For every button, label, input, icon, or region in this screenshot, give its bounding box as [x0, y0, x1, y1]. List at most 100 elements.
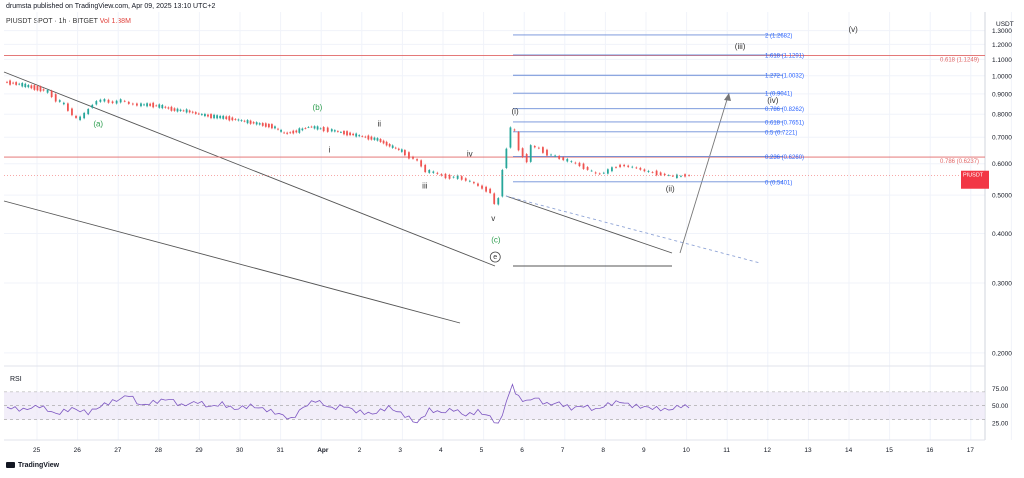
candle-body	[667, 175, 670, 177]
candle-body	[537, 147, 540, 149]
candle-body	[647, 170, 650, 172]
candle-body	[298, 128, 301, 133]
candle-body	[185, 109, 188, 113]
candle-body	[21, 83, 24, 87]
candle-body	[513, 129, 516, 131]
candle-body	[509, 127, 512, 148]
candle-body	[249, 120, 252, 124]
candle-body	[292, 130, 295, 134]
candle-body	[164, 106, 167, 108]
candle-body	[83, 112, 86, 119]
candle-body	[149, 103, 152, 106]
candle-body	[161, 104, 164, 109]
candle-body	[364, 136, 367, 138]
candle-body	[115, 100, 118, 104]
time-tick-label: 4	[439, 447, 443, 454]
candle-body	[349, 132, 351, 136]
candle-body	[222, 115, 225, 119]
wave-label: e	[493, 254, 497, 261]
rsi-band	[4, 391, 985, 420]
candle-body	[432, 171, 435, 173]
tradingview-mark-icon	[6, 462, 15, 469]
candle-body	[493, 193, 496, 204]
candle-body	[46, 89, 49, 93]
candle-body	[558, 155, 561, 159]
candle-body	[152, 102, 155, 108]
wave-label: (i)	[512, 107, 519, 116]
time-tick-label: 29	[195, 447, 203, 454]
candle-body	[243, 120, 246, 122]
wave-label: (a)	[93, 119, 103, 128]
candle-body	[127, 101, 130, 104]
wave-ii-resistance-line	[505, 195, 673, 254]
fib-level-label: 0.5 (0.7221)	[765, 130, 797, 136]
rsi-line	[6, 383, 690, 424]
symbol-name: PIUSDT SPOT · 1h · BITGET	[6, 18, 98, 25]
fib-level-label: 0.786 (0.8262)	[765, 107, 804, 113]
candle-body	[574, 162, 577, 164]
candle-body	[237, 119, 240, 121]
candle-body	[385, 141, 388, 146]
candle-body	[155, 105, 158, 107]
rsi-tick-label: 50.00	[992, 403, 1009, 410]
candle-body	[67, 103, 69, 111]
candle-body	[473, 182, 475, 184]
candle-body	[379, 138, 382, 142]
candle-body	[680, 175, 682, 177]
candle-body	[663, 173, 666, 176]
candle-body	[39, 86, 42, 92]
candle-body	[688, 175, 690, 177]
red-level-label: 0.618 (1.1249)	[940, 58, 979, 64]
price-tick-label: 0.2000	[992, 350, 1012, 357]
price-tick-label: 0.7000	[992, 135, 1012, 142]
candle-body	[295, 130, 298, 133]
time-tick-label: 28	[155, 447, 163, 454]
candle-body	[204, 113, 206, 117]
candle-body	[62, 102, 65, 105]
tradingview-logo[interactable]: TradingView	[6, 462, 59, 469]
projection-arrow-head	[724, 93, 731, 101]
candle-body	[358, 135, 361, 137]
time-tick-label: Apr	[317, 447, 329, 454]
candle-body	[12, 82, 14, 84]
time-tick-label: 3	[398, 447, 402, 454]
wave-label: ii	[378, 119, 382, 128]
candle-body	[590, 170, 593, 172]
candle-body	[304, 128, 307, 129]
last-price-countdown: 49:12	[992, 182, 1008, 188]
candle-body	[107, 99, 110, 103]
candle-body	[611, 167, 613, 172]
wave-label: (c)	[491, 235, 501, 244]
wave-label: (ii)	[666, 185, 675, 194]
candle-body	[131, 103, 134, 105]
candle-body	[408, 152, 410, 159]
candle-body	[182, 110, 185, 112]
candle-body	[264, 123, 267, 127]
candle-body	[271, 124, 273, 129]
candle-body	[191, 111, 194, 113]
candle-body	[403, 150, 406, 156]
candle-body	[140, 103, 142, 107]
price-axis-unit: USDT	[996, 21, 1014, 28]
wave-label: (iii)	[735, 42, 746, 51]
candle-body	[6, 81, 8, 83]
candle-body	[231, 117, 234, 121]
candle-body	[477, 183, 479, 186]
candle-body	[15, 82, 18, 85]
candle-body	[316, 126, 319, 130]
candle-body	[252, 122, 255, 124]
publisher-caption: drumsta published on TradingView.com, Ap…	[6, 3, 216, 10]
candle-body	[639, 167, 642, 170]
price-tick-label: 0.3000	[992, 281, 1012, 288]
time-tick-label: 27	[114, 447, 122, 454]
red-level-label: 0.786 (0.6237)	[940, 159, 979, 165]
candle-body	[216, 115, 219, 119]
candle-body	[444, 173, 447, 179]
candle-body	[71, 108, 73, 116]
candle-body	[219, 115, 222, 119]
candle-body	[546, 149, 548, 156]
candle-body	[517, 132, 520, 151]
candle-body	[370, 136, 373, 140]
candle-body	[501, 169, 504, 197]
